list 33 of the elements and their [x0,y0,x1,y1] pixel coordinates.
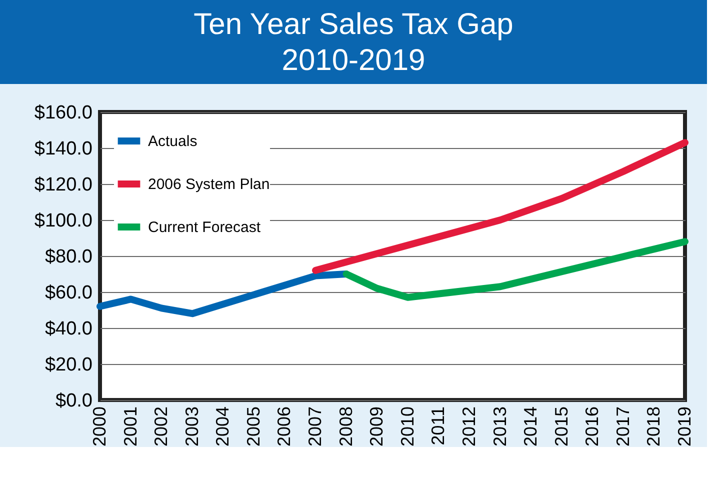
y-tick-label: $160.0 [34,102,92,124]
x-tick-label: 2010 [397,406,418,447]
chart-title: Ten Year Sales Tax Gap 2010-2019 [194,8,514,77]
y-tick-label: $80.0 [44,246,92,268]
y-tick-label: $40.0 [44,318,92,340]
x-tick-label: 2014 [520,406,541,447]
x-tick-label: 2002 [151,406,172,447]
y-tick-label: $100.0 [34,210,92,232]
x-tick-label: 2017 [612,406,633,447]
x-tick-label: 2011 [428,406,448,446]
x-tick-label: 2012 [458,406,479,447]
y-tick-label: $120.0 [34,174,92,196]
x-tick-label: 2005 [243,406,264,447]
y-tick-label: $140.0 [34,138,92,160]
x-tick-label: 2003 [182,406,202,447]
x-tick-label: 2008 [336,406,356,447]
x-tick-label: 2018 [644,406,664,447]
y-tick-label: $60.0 [44,282,92,304]
x-tick-label: 2000 [90,406,110,447]
x-tick-label: 2016 [582,406,602,447]
legend-label: 2006 System Plan [148,176,270,193]
y-tick-label: $20.0 [44,354,92,376]
x-tick-label: 2019 [674,406,694,447]
x-tick-label: 2013 [490,406,510,447]
x-tick-label: 2009 [366,406,387,447]
legend-label: Actuals [148,133,198,150]
x-tick-label: 2015 [551,406,572,447]
legend-label: Current Forecast [148,219,262,236]
x-tick-label: 2007 [305,406,326,447]
y-tick-label: $0.0 [56,390,92,412]
x-tick-label: 2006 [274,406,294,447]
x-tick-label: 2001 [120,406,140,447]
x-tick-label: 2004 [212,406,233,447]
